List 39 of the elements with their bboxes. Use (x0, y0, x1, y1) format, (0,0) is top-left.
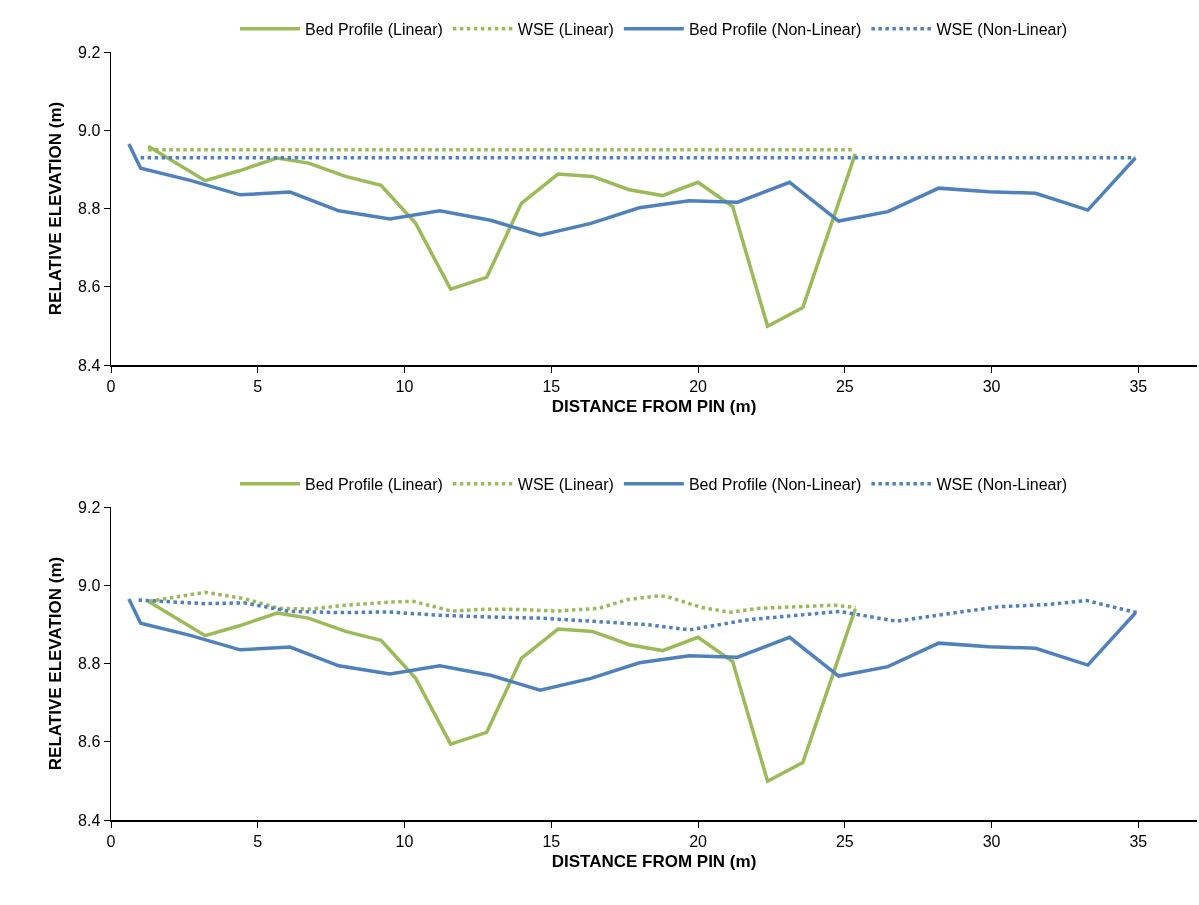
legend-label: Bed Profile (Non-Linear) (688, 475, 862, 493)
x-tick-label: 5 (253, 832, 263, 850)
x-tick-label: 15 (542, 377, 561, 395)
x-tick-label: 35 (1129, 832, 1148, 850)
y-axis-title: RELATIVE ELEVATION (m) (45, 101, 65, 316)
legend-label: Bed Profile (Linear) (305, 20, 443, 38)
x-tick-label: 25 (835, 377, 854, 395)
x-tick-label: 0 (106, 832, 116, 850)
x-tick-label: 20 (689, 377, 708, 395)
x-tick-label: 25 (835, 832, 854, 850)
y-tick-label: 8.4 (78, 811, 101, 829)
line-series (146, 144, 858, 329)
y-tick-label: 9.0 (78, 121, 101, 139)
x-axis-title: DISTANCE FROM PIN (m) (551, 851, 757, 871)
x-tick-label: 30 (982, 377, 1001, 395)
y-tick-label: 8.4 (78, 356, 101, 374)
y-tick-label: 8.8 (78, 655, 101, 673)
x-tick-label: 5 (253, 377, 263, 395)
x-tick-label: 10 (395, 832, 414, 850)
y-tick-label: 8.8 (78, 200, 101, 218)
legend-label: WSE (Non-Linear) (936, 475, 1068, 493)
y-tick-label: 9.2 (78, 498, 101, 516)
y-tick-label: 8.6 (78, 278, 101, 296)
legend-label: WSE (Linear) (517, 475, 614, 493)
legend-label: Bed Profile (Non-Linear) (688, 20, 862, 38)
legend-label: WSE (Non-Linear) (936, 20, 1068, 38)
x-tick-label: 35 (1129, 377, 1148, 395)
y-tick-label: 9.0 (78, 576, 101, 594)
x-tick-label: 10 (395, 377, 414, 395)
legend-label: WSE (Linear) (517, 20, 614, 38)
x-axis-title: DISTANCE FROM PIN (m) (551, 396, 757, 416)
x-tick-label: 15 (542, 832, 561, 850)
x-tick-label: 20 (689, 832, 708, 850)
y-tick-label: 8.6 (78, 733, 101, 751)
x-tick-label: 30 (982, 832, 1001, 850)
y-axis-title: RELATIVE ELEVATION (m) (45, 556, 65, 771)
y-tick-label: 9.2 (78, 43, 101, 61)
legend-label: Bed Profile (Linear) (305, 475, 443, 493)
x-tick-label: 0 (106, 377, 116, 395)
